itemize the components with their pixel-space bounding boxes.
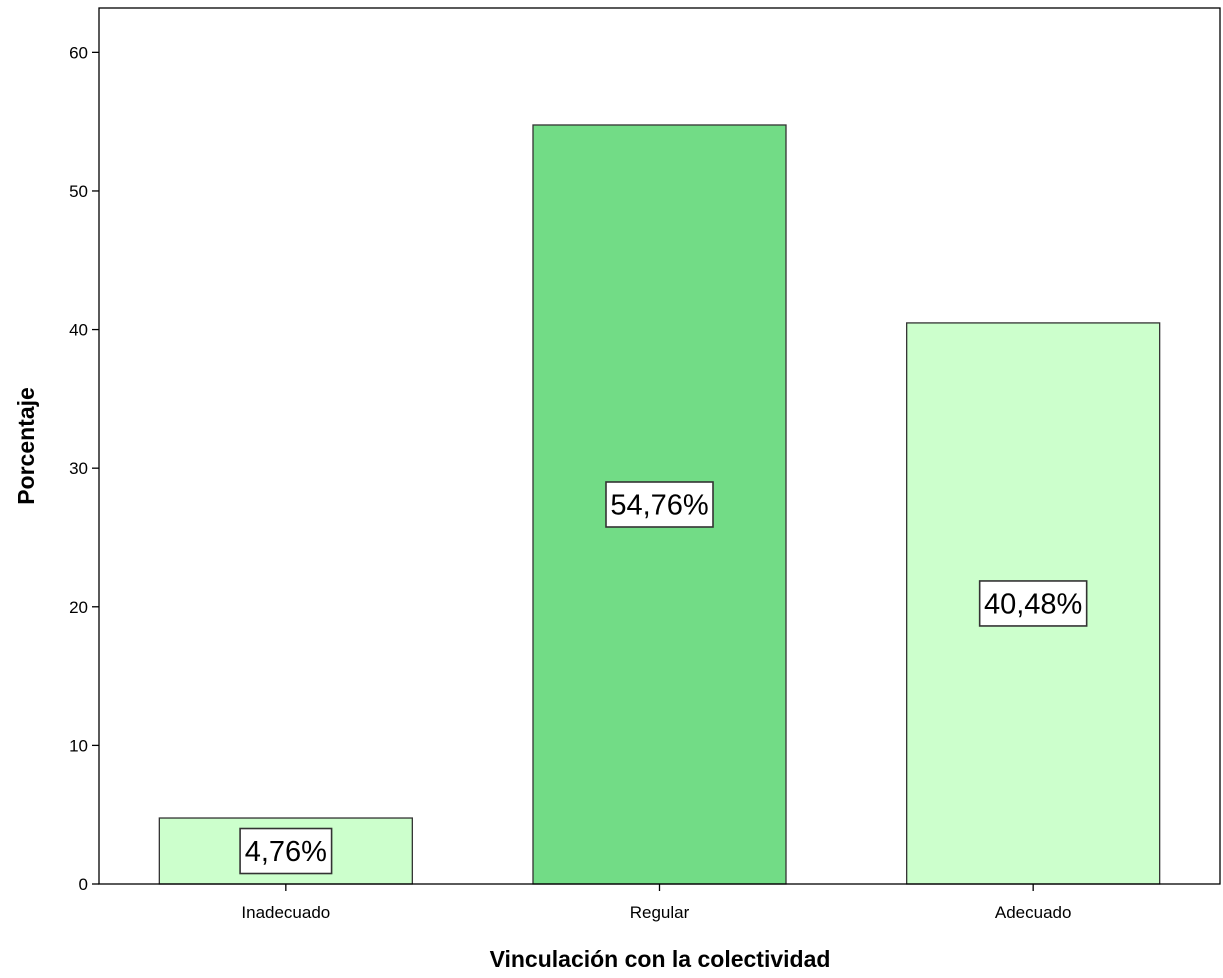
y-tick-label: 60: [69, 43, 88, 62]
data-label-text: 54,76%: [610, 489, 708, 521]
y-tick-label: 50: [69, 182, 88, 201]
data-label-regular: 54,76%: [605, 481, 714, 528]
data-label-box: [239, 827, 333, 875]
data-label-text: 4,76%: [245, 836, 327, 868]
x-tick-label: Regular: [630, 903, 690, 922]
data-label-box: [978, 580, 1088, 627]
x-axis-title: Vinculación con la colectividad: [490, 946, 831, 972]
x-tick-label: Inadecuado: [241, 903, 330, 922]
y-tick-label: 20: [69, 598, 88, 617]
x-tick-label: Adecuado: [995, 903, 1072, 922]
y-tick-label: 10: [69, 736, 88, 755]
x-axis: Inadecuado Regular Adecuado: [241, 884, 1071, 922]
y-tick-label: 30: [69, 459, 88, 478]
data-label-inadecuado: 4,76%: [239, 827, 333, 875]
data-label-box: [605, 481, 714, 528]
data-labels-layer: 4,76% 54,76% 40,48%: [239, 481, 1088, 875]
y-tick-label: 0: [79, 875, 88, 894]
data-label-text: 40,48%: [984, 588, 1082, 620]
data-label-adecuado: 40,48%: [978, 580, 1088, 627]
y-axis: 0 10 20 30 40 50 60: [69, 43, 99, 894]
y-axis-title: Porcentaje: [13, 387, 39, 505]
y-tick-label: 40: [69, 321, 88, 340]
